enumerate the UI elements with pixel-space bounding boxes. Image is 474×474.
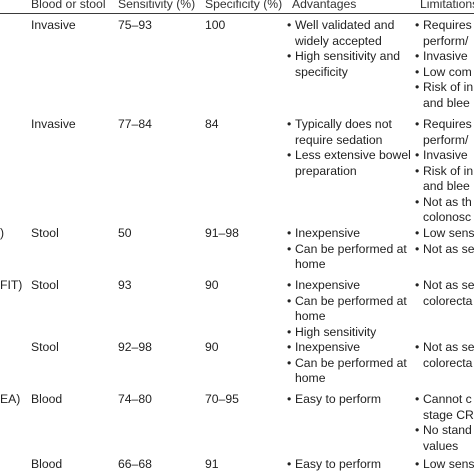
row-1-sensitivity: 75–93 [118, 18, 152, 32]
limitation-item: Low sens [415, 457, 474, 473]
row-3-label: ) [0, 226, 5, 240]
header-rule [0, 13, 474, 14]
row-7-sensitivity: 66–68 [118, 457, 152, 471]
row-2-specificity: 84 [205, 117, 219, 131]
row-2-sensitivity: 77–84 [118, 117, 152, 131]
row-5-specimen: Stool [31, 340, 59, 354]
row-5-specificity: 90 [205, 340, 219, 354]
row-6-advantages: Easy to perform [287, 392, 381, 408]
limitation-item: Invasive [415, 49, 473, 65]
row-2-specimen: Invasive [31, 117, 76, 131]
row-4-specimen: Stool [31, 278, 59, 292]
row-4-specificity: 90 [205, 278, 219, 292]
row-1-specificity: 100 [205, 18, 226, 32]
row-6-specificity: 70–95 [205, 392, 239, 406]
header-specificity: Specificity (%) [205, 0, 283, 11]
row-1-specimen: Invasive [31, 18, 76, 32]
row-7-specificity: 91 [205, 457, 219, 471]
row-4-label: FIT) [0, 278, 23, 292]
row-3-specificity: 91–98 [205, 226, 239, 240]
limitation-item: Low sens [415, 226, 474, 242]
limitation-item: Invasive [415, 148, 473, 164]
row-4-sensitivity: 93 [118, 278, 132, 292]
header-limitations: Limitations [420, 0, 474, 11]
limitation-item: Low com [415, 65, 473, 81]
header-sensitivity: Sensitivity (%) [118, 0, 196, 11]
row-3-specimen: Stool [31, 226, 59, 240]
row-5-sensitivity: 92–98 [118, 340, 152, 354]
header-specimen: Blood or stool [31, 0, 106, 11]
row-6-label: EA) [0, 392, 21, 406]
row-7-limitations: Low sens [415, 457, 474, 473]
advantage-item: High sensitivity [287, 325, 407, 341]
row-3-sensitivity: 50 [118, 226, 132, 240]
advantage-item: Easy to perform [287, 392, 381, 408]
advantage-item: Inexpensive [287, 340, 407, 356]
advantage-item: Easy to perform [287, 457, 381, 473]
advantage-item: Inexpensive [287, 226, 407, 242]
row-6-specimen: Blood [31, 392, 63, 406]
advantage-item: Inexpensive [287, 278, 407, 294]
limitation-item: Not as se [415, 242, 474, 258]
row-7-advantages: Easy to perform [287, 457, 381, 473]
row-6-sensitivity: 74–80 [118, 392, 152, 406]
row-3-limitations: Low sens Not as se [415, 226, 474, 257]
row-7-specimen: Blood [31, 457, 63, 471]
header-advantages: Advantages [292, 0, 357, 11]
